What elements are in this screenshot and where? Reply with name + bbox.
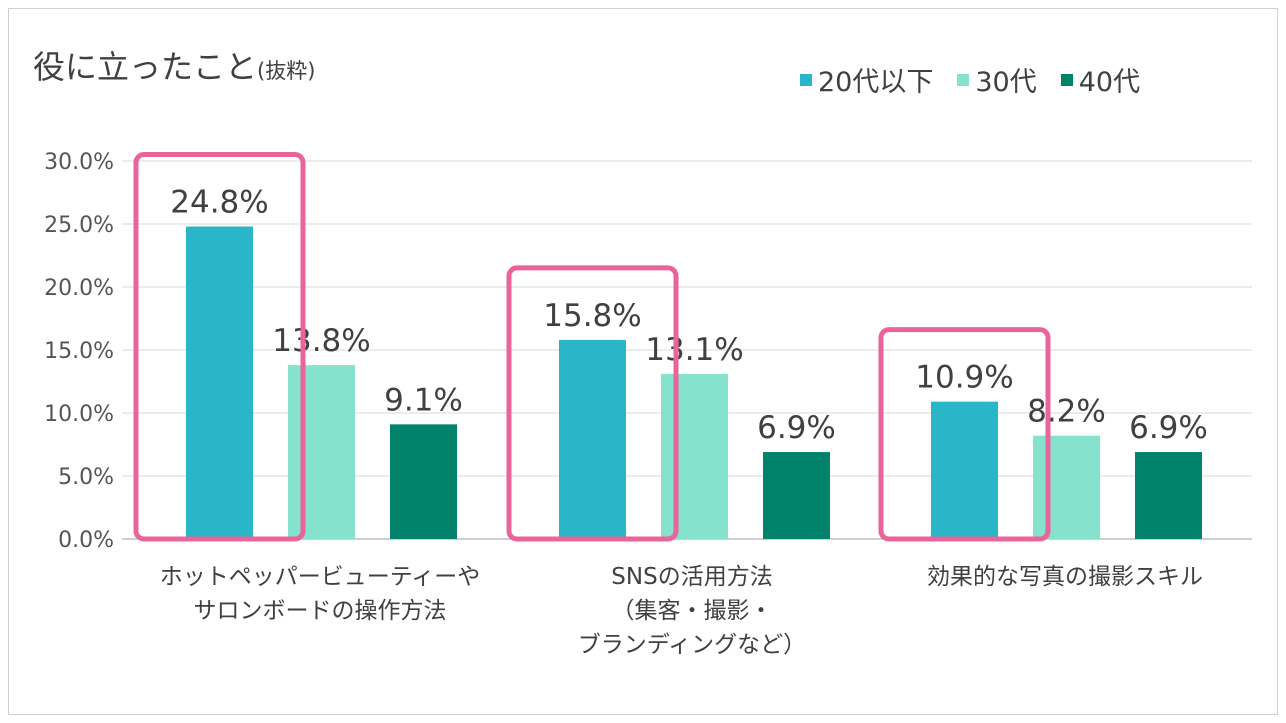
data-label-1-0: 13.8% — [272, 323, 370, 359]
bar-1-2 — [1033, 435, 1100, 539]
bar-2-1 — [763, 452, 830, 539]
data-label-0-2: 10.9% — [915, 360, 1013, 396]
y-tick-label-0: 0.0% — [58, 528, 114, 553]
data-label-2-0: 9.1% — [384, 382, 463, 418]
x-category-label-2: 効果的な写真の撮影スキル — [927, 564, 1203, 590]
bar-1-1 — [661, 373, 728, 539]
legend-item-1: 30代 — [957, 60, 1037, 99]
y-tick-label-1: 5.0% — [58, 465, 114, 490]
y-tick-label-3: 15.0% — [44, 339, 114, 364]
data-label-2-1: 6.9% — [757, 410, 836, 446]
legend-label-1: 30代 — [975, 67, 1037, 98]
data-label-1-1: 13.1% — [645, 332, 743, 368]
x-category-label-1: SNSの活用方法 （集客・撮影・ ブランディングなど） — [577, 564, 807, 658]
highlight-box-0 — [133, 152, 306, 542]
bar-0-0 — [186, 226, 253, 539]
x-category-label-0: ホットペッパービューティーや サロンボードの操作方法 — [159, 564, 481, 624]
legend-swatch-2 — [1060, 73, 1073, 86]
chart-title-text: 役に立ったこと — [33, 48, 258, 86]
legend-swatch-1 — [957, 73, 970, 86]
legend-label-0: 20代以下 — [818, 67, 934, 98]
chart-title: 役に立ったこと(抜粋) — [33, 42, 315, 88]
legend-item-2: 40代 — [1060, 60, 1141, 99]
data-label-1-2: 8.2% — [1027, 394, 1106, 430]
y-tick-label-4: 20.0% — [44, 276, 114, 301]
legend-label-2: 40代 — [1078, 67, 1141, 98]
legend: 20代以下 30代 40代 — [800, 60, 1140, 99]
data-label-2-2: 6.9% — [1129, 410, 1208, 446]
legend-item-0: 20代以下 — [800, 60, 933, 99]
y-tick-label-2: 10.0% — [44, 402, 114, 427]
bar-0-1 — [559, 339, 626, 539]
y-tick-label-6: 30.0% — [44, 150, 114, 175]
bar-1-0 — [288, 365, 355, 539]
data-label-0-0: 24.8% — [170, 185, 268, 221]
y-tick-label-5: 25.0% — [44, 213, 114, 238]
bar-0-2 — [931, 401, 998, 539]
highlight-box-2 — [878, 327, 1051, 542]
bar-2-2 — [1135, 452, 1202, 539]
highlight-box-1 — [506, 265, 679, 542]
chart-subtitle: (抜粋) — [257, 59, 316, 83]
bar-2-0 — [390, 424, 457, 539]
data-label-0-1: 15.8% — [543, 298, 641, 334]
legend-swatch-0 — [800, 73, 812, 86]
